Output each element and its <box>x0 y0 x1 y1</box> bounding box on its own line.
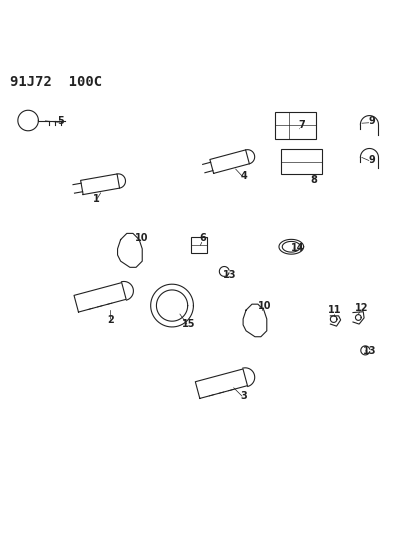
Text: 6: 6 <box>199 233 206 243</box>
Text: 2: 2 <box>107 315 114 325</box>
Text: 1: 1 <box>93 193 99 204</box>
Text: 12: 12 <box>354 303 367 313</box>
Text: 14: 14 <box>290 243 304 253</box>
Text: 8: 8 <box>310 175 317 185</box>
Text: 13: 13 <box>222 270 236 280</box>
Text: 7: 7 <box>297 119 304 130</box>
Bar <box>280 149 321 174</box>
Text: 3: 3 <box>240 391 247 401</box>
Text: 15: 15 <box>181 319 195 329</box>
Text: 11: 11 <box>327 305 340 314</box>
Text: 9: 9 <box>367 155 374 165</box>
Text: 13: 13 <box>362 346 375 356</box>
Text: 91J72  100C: 91J72 100C <box>9 75 102 90</box>
Text: 4: 4 <box>240 171 247 181</box>
Text: 10: 10 <box>257 301 271 311</box>
Text: 5: 5 <box>57 116 64 125</box>
Bar <box>191 237 206 253</box>
Text: 10: 10 <box>134 233 147 243</box>
Bar <box>274 112 315 139</box>
Text: 9: 9 <box>367 116 374 125</box>
